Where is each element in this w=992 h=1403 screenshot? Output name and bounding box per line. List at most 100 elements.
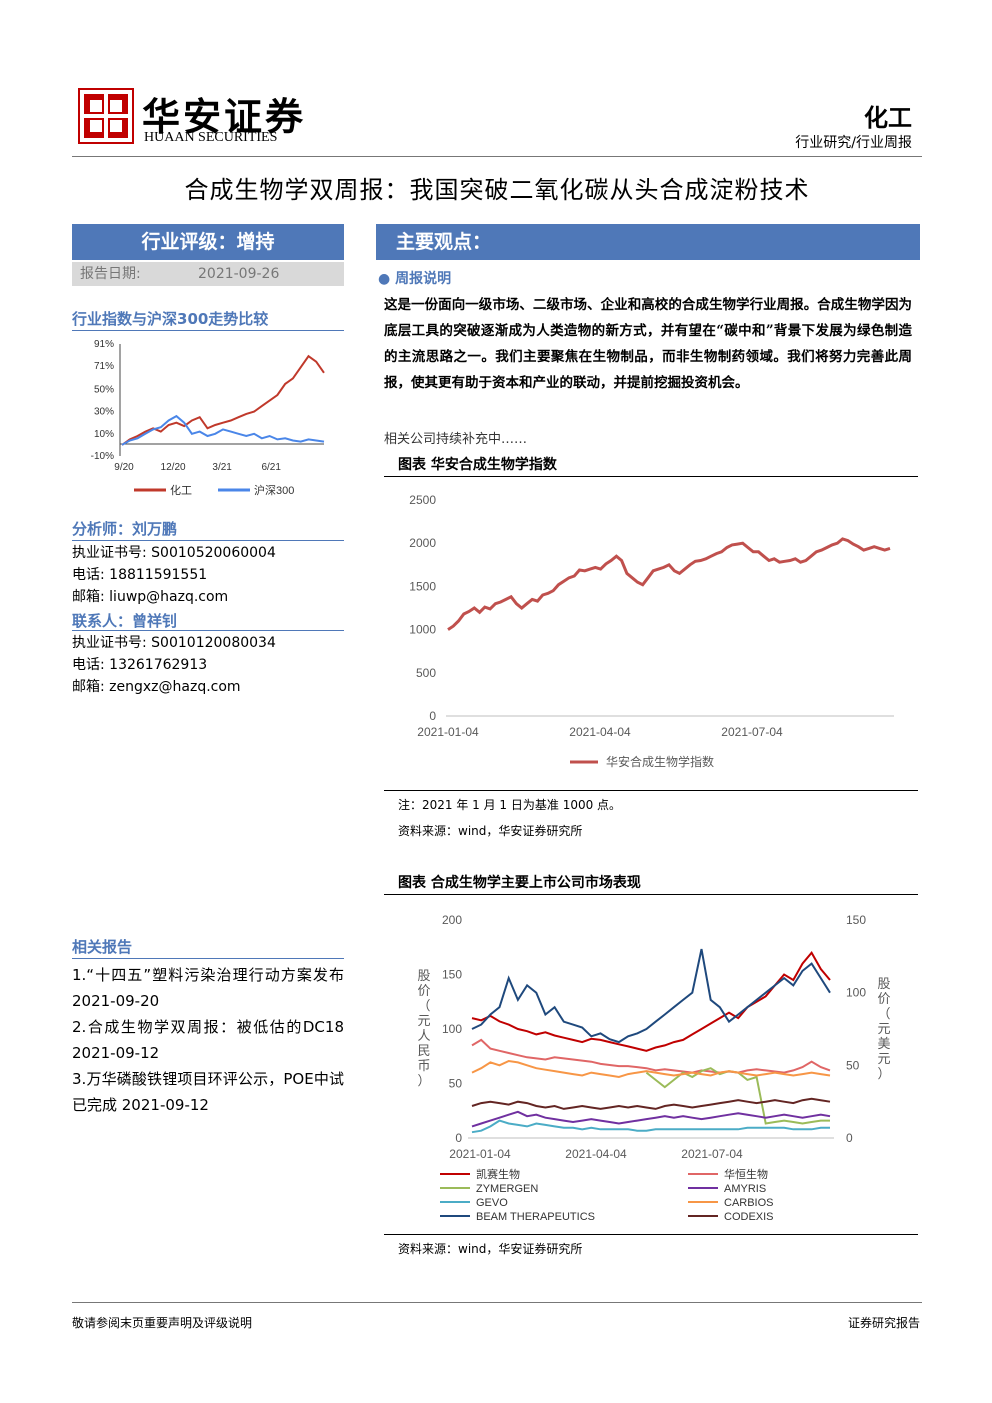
main-points-bar: 主要观点： bbox=[376, 224, 920, 260]
y-left-title-char: （ bbox=[417, 998, 430, 1013]
analyst-divider bbox=[72, 540, 344, 541]
report-date-row: 报告日期: 2021-09-26 bbox=[72, 262, 344, 286]
figure2-top-divider bbox=[384, 894, 918, 895]
email-address: liuwp@hazq.com bbox=[109, 589, 229, 605]
y-tick-label: 10% bbox=[94, 429, 114, 440]
figure1-title: 图表 华安合成生物学指数 bbox=[398, 457, 557, 473]
y-tick-label: 1500 bbox=[409, 579, 436, 593]
related-report-item[interactable]: 3.万华磷酸铁锂项目环评公示，POE中试已完成 2021-09-12 bbox=[72, 1070, 344, 1114]
x-tick-label: 12/20 bbox=[161, 462, 186, 473]
y-right-title-char: 元 bbox=[877, 1021, 890, 1036]
x-tick-label: 9/20 bbox=[114, 462, 134, 473]
series-line bbox=[471, 1119, 830, 1134]
related-report-item[interactable]: 2.合成生物学双周报：被低估的DC18 2021-09-12 bbox=[72, 1018, 344, 1062]
y-right-title-char: （ bbox=[877, 1006, 890, 1021]
y-right-title-char: 元 bbox=[877, 1051, 890, 1066]
y-left-tick-label: 50 bbox=[449, 1077, 463, 1091]
legend-label: ZYMERGEN bbox=[476, 1183, 538, 1195]
y-right-tick-label: 50 bbox=[846, 1058, 860, 1072]
y-tick-label: -10% bbox=[91, 451, 114, 462]
summary-paragraph: 这是一份面向一级市场、二级市场、企业和高校的合成生物学行业周报。合成生物学因为底… bbox=[384, 297, 912, 391]
series-line bbox=[471, 950, 831, 1052]
y-left-title-char: 元 bbox=[417, 1013, 430, 1028]
y-left-tick-label: 200 bbox=[442, 913, 462, 927]
contact-divider bbox=[72, 630, 344, 631]
y-tick-label: 91% bbox=[94, 339, 114, 350]
figure1-chart: 2500 2000 1500 1000 500 0 2021-01-04 2021-04-04… bbox=[384, 478, 918, 788]
series-line bbox=[447, 537, 891, 631]
analyst-info: 执业证书号: S0010520060004 电话: 18811591551 邮箱… bbox=[72, 542, 344, 608]
index-compare-title: 行业指数与沪深300走势比较 bbox=[72, 310, 269, 328]
figure1-source: 资料来源：wind，华安证券研究所 bbox=[398, 824, 583, 838]
weekly-note-heading: ● 周报说明 bbox=[378, 268, 451, 288]
x-tick-label: 2021-07-04 bbox=[721, 725, 783, 739]
figure2-title: 图表 合成生物学主要上市公司市场表现 bbox=[398, 875, 641, 891]
y-left-title-char: 民 bbox=[417, 1043, 430, 1058]
series-line bbox=[471, 1097, 831, 1110]
y-tick-label: 0 bbox=[429, 709, 436, 723]
phone-number: 13261762913 bbox=[109, 657, 208, 673]
phone-label: 电话: bbox=[72, 657, 105, 673]
series-line bbox=[121, 354, 325, 446]
y-left-title-char: 价 bbox=[417, 983, 430, 998]
index-compare-chart: 91% 71% 50% 30% 10% -10% 9/20 12/20 3/21 6/21 化工 沪深… bbox=[72, 334, 344, 504]
figure2-svg: 200150100500150100500股价（元人民币）股价（元美元）2021… bbox=[417, 913, 890, 1223]
contact-info: 执业证书号: S0010120080034 电话: 13261762913 邮箱… bbox=[72, 632, 344, 698]
y-tick-label: 2000 bbox=[409, 536, 436, 550]
figure1-bottom-divider bbox=[384, 790, 918, 791]
bullet-icon: ● bbox=[378, 271, 391, 287]
company-name-cn: 华安证券 bbox=[142, 94, 307, 139]
figure2-source: 资料来源：wind，华安证券研究所 bbox=[398, 1242, 583, 1256]
company-name-en: HUAAN SECURITIES bbox=[144, 130, 278, 145]
cert-label: 执业证书号: bbox=[72, 545, 147, 561]
cert-label: 执业证书号: bbox=[72, 635, 147, 651]
footer-label: 证券研究报告 bbox=[847, 1316, 920, 1330]
report-date-label: 报告日期: bbox=[80, 266, 141, 282]
y-right-title-char: 价 bbox=[877, 991, 890, 1006]
phone-number: 18811591551 bbox=[109, 567, 208, 583]
figure2-bottom-divider bbox=[384, 1234, 918, 1235]
report-type: 行业研究/行业周报 bbox=[795, 135, 912, 151]
y-right-title-char: 美 bbox=[877, 1036, 890, 1051]
x-tick-label: 2021-01-04 bbox=[417, 725, 479, 739]
x-tick-label: 3/21 bbox=[212, 462, 232, 473]
legend-label: CARBIOS bbox=[724, 1197, 774, 1209]
legend-label: 化工 bbox=[170, 483, 192, 497]
figure2-chart: 200 150 100 50 0 150 100 50 0 股价（元人民币）股价（元美元） 2021… bbox=[384, 896, 918, 1232]
y-left-tick-label: 100 bbox=[442, 1022, 462, 1036]
legend-label: 华安合成生物学指数 bbox=[606, 754, 714, 769]
company-logo bbox=[78, 88, 134, 144]
legend-label: 沪深300 bbox=[254, 483, 294, 497]
report-title: 合成生物学双周报：我国突破二氧化碳从头合成淀粉技术 bbox=[184, 176, 810, 204]
figure1-top-divider bbox=[384, 476, 918, 477]
index-compare-svg: 91% 71% 50% 30% 10% -10%9/20 12/20 3/21 6/21 化工 沪深… bbox=[91, 339, 325, 497]
related-report-item[interactable]: 1.“十四五”塑料污染治理行动方案发布 2021-09-20 bbox=[72, 966, 344, 1010]
x-tick-label: 2021-01-04 bbox=[449, 1147, 511, 1161]
footer-disclaimer: 敬请参阅末页重要声明及评级说明 bbox=[72, 1316, 253, 1330]
y-left-title-char: ） bbox=[417, 1073, 430, 1088]
index-compare-divider bbox=[72, 330, 344, 331]
y-left-title-char: 人 bbox=[417, 1028, 430, 1043]
y-right-tick-label: 150 bbox=[846, 913, 866, 927]
figure1-note: 注：2021 年 1 月 1 日为基准 1000 点。 bbox=[398, 798, 622, 812]
companies-note: 相关公司持续补充中…… bbox=[384, 432, 528, 447]
y-left-title-char: 币 bbox=[417, 1058, 430, 1073]
series-line bbox=[471, 1110, 831, 1128]
related-reports-title: 相关报告 bbox=[72, 938, 133, 956]
x-tick-label: 2021-07-04 bbox=[681, 1147, 743, 1161]
related-reports-list: 1.“十四五”塑料污染治理行动方案发布 2021-09-20 2.合成生物学双周… bbox=[72, 962, 344, 1118]
cert-number: S0010520060004 bbox=[151, 545, 276, 561]
cert-number: S0010120080034 bbox=[151, 635, 276, 651]
analyst-title: 分析师：刘万鹏 bbox=[72, 520, 178, 538]
legend-label: AMYRIS bbox=[724, 1183, 766, 1195]
y-tick-label: 30% bbox=[94, 407, 114, 418]
email-label: 邮箱: bbox=[72, 679, 105, 695]
series-line bbox=[471, 1038, 831, 1074]
series-line bbox=[121, 414, 325, 446]
legend-label: GEVO bbox=[476, 1197, 508, 1209]
y-right-tick-label: 0 bbox=[846, 1131, 853, 1145]
y-left-tick-label: 0 bbox=[455, 1131, 462, 1145]
legend-label: BEAM THERAPEUTICS bbox=[476, 1211, 595, 1223]
industry-label: 化工 bbox=[864, 103, 912, 132]
figure1-svg: 2500 2000 1500 1000 500 0 2021-01-04 2021-04-04… bbox=[409, 493, 894, 769]
